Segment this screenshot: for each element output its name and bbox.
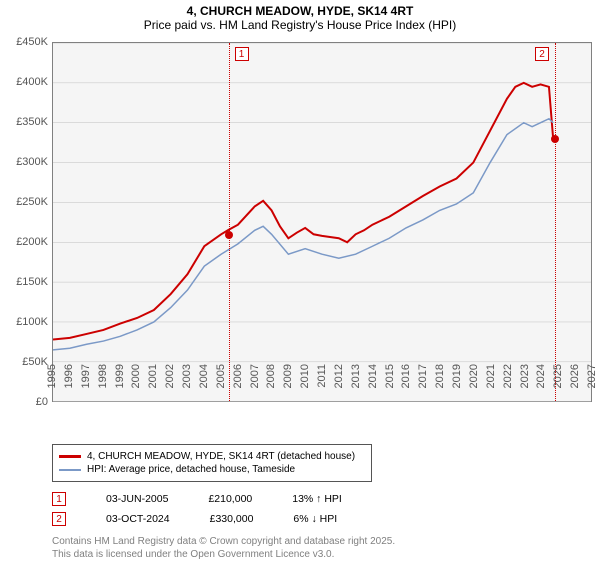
x-tick-label: 2021 [485,364,497,404]
transaction-row: 2 03-OCT-2024 £330,000 6% ↓ HPI [52,512,592,526]
x-tick-label: 2002 [164,364,176,404]
legend-item: 4, CHURCH MEADOW, HYDE, SK14 4RT (detach… [59,451,365,462]
chart-title: 4, CHURCH MEADOW, HYDE, SK14 4RT [0,4,600,18]
y-tick-label: £50K [3,356,48,368]
x-tick-label: 2025 [552,364,564,404]
marker-dot [551,135,559,143]
marker-dot [225,231,233,239]
x-tick-label: 2008 [265,364,277,404]
legend-item: HPI: Average price, detached house, Tame… [59,464,365,475]
y-tick-label: £200K [3,236,48,248]
transaction-delta: 6% ↓ HPI [293,513,337,525]
x-tick-label: 2011 [316,364,328,404]
marker-anno: 2 [535,47,549,61]
transaction-date: 03-OCT-2024 [106,513,170,525]
y-tick-label: £100K [3,316,48,328]
chart-plot-area: 12 [52,42,592,402]
x-tick-label: 2024 [535,364,547,404]
x-tick-label: 2004 [198,364,210,404]
y-tick-label: £400K [3,76,48,88]
x-tick-label: 2005 [215,364,227,404]
footer-line-2: This data is licensed under the Open Gov… [52,549,334,560]
x-tick-label: 2019 [451,364,463,404]
x-tick-label: 2017 [417,364,429,404]
x-tick-label: 2020 [468,364,480,404]
y-tick-label: £450K [3,36,48,48]
x-tick-label: 2016 [400,364,412,404]
transaction-marker: 2 [52,512,66,526]
transaction-marker: 1 [52,492,66,506]
y-tick-label: £300K [3,156,48,168]
marker-vline [229,43,230,401]
legend-swatch [59,455,81,458]
marker-vline [555,43,556,401]
x-tick-label: 2012 [333,364,345,404]
legend-label: HPI: Average price, detached house, Tame… [87,464,295,475]
x-tick-label: 2009 [282,364,294,404]
x-tick-label: 1998 [97,364,109,404]
y-tick-label: £0 [3,396,48,408]
transaction-delta: 13% ↑ HPI [292,493,342,505]
x-tick-label: 2007 [249,364,261,404]
legend-swatch [59,469,81,471]
marker-anno: 1 [235,47,249,61]
x-tick-label: 1997 [80,364,92,404]
transaction-price: £330,000 [210,513,254,525]
x-tick-label: 2014 [367,364,379,404]
x-tick-label: 2018 [434,364,446,404]
transaction-row: 1 03-JUN-2005 £210,000 13% ↑ HPI [52,492,592,506]
x-tick-label: 2006 [232,364,244,404]
x-tick-label: 2000 [130,364,142,404]
legend: 4, CHURCH MEADOW, HYDE, SK14 4RT (detach… [52,444,372,482]
chart-svg [53,43,591,402]
y-tick-label: £150K [3,276,48,288]
x-tick-label: 2015 [384,364,396,404]
x-tick-label: 2001 [147,364,159,404]
y-tick-label: £350K [3,116,48,128]
legend-label: 4, CHURCH MEADOW, HYDE, SK14 4RT (detach… [87,451,355,462]
x-tick-label: 1999 [114,364,126,404]
footer-line-1: Contains HM Land Registry data © Crown c… [52,536,395,547]
x-tick-label: 2022 [502,364,514,404]
x-tick-label: 2003 [181,364,193,404]
x-tick-label: 1995 [46,364,58,404]
x-tick-label: 2027 [586,364,598,404]
x-tick-label: 1996 [63,364,75,404]
x-tick-label: 2010 [299,364,311,404]
x-tick-label: 2013 [350,364,362,404]
x-tick-label: 2023 [519,364,531,404]
chart-subtitle: Price paid vs. HM Land Registry's House … [0,18,600,32]
y-tick-label: £250K [3,196,48,208]
x-tick-label: 2026 [569,364,581,404]
transaction-date: 03-JUN-2005 [106,493,168,505]
transaction-price: £210,000 [208,493,252,505]
